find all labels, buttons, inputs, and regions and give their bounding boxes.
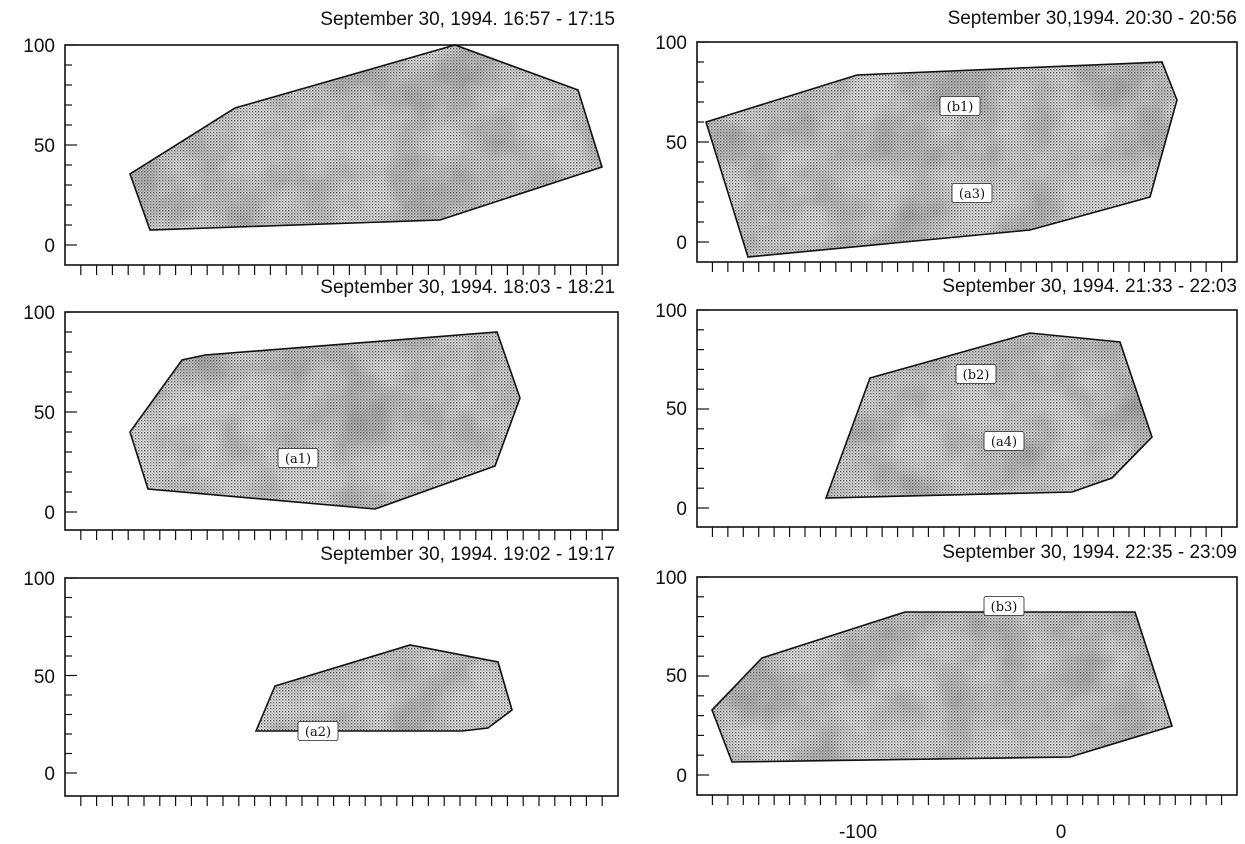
panel-p2: September 30,1994. 20:30 - 20:56 0 50 100 (b… [655,8,1238,272]
coverage-boundary [129,331,521,510]
panels-layer: September 30, 1994. 16:57 - 17:15050100S… [23,8,1238,843]
plot-frame [696,576,1238,796]
y-tick-label: 50 [666,133,687,154]
panel-p1: September 30, 1994. 16:57 - 17:15 0 50 100 [23,9,619,275]
intensity-shading [826,333,1152,498]
plot-frame [64,44,619,266]
panel-title: September 30, 1994. 22:35 - 23:09 [942,542,1237,563]
panel-title: September 30,1994. 20:30 - 20:56 [948,8,1237,29]
panel-title: September 30, 1994. 19:02 - 19:17 [320,544,615,565]
region-label-box [951,183,993,203]
panel-p5: September 30, 1994. 19:02 - 19:17 0 50 100 (… [23,544,619,806]
coverage-boundary [824,332,1153,499]
y-tick-label: 100 [23,569,55,590]
intensity-shading [130,332,520,509]
region-label-box [955,364,997,384]
region-label-box [297,721,339,741]
panel-p4: September 30, 1994. 21:33 - 22:03 0 50 100 (… [655,276,1238,537]
region-label-box [983,596,1025,616]
y-tick-label: 50 [666,399,687,420]
panel-title: September 30, 1994. 18:03 - 18:21 [320,277,615,298]
y-tick-label: 50 [34,667,55,688]
y-tick-label: 50 [34,403,55,424]
region-label: (b2) [963,368,990,383]
coverage-boundary [704,61,1178,258]
plot-frame [696,309,1238,528]
region-label: (a1) [285,452,311,467]
x-tick-label: 0 [1056,822,1067,843]
intensity-shading [706,62,1177,257]
region-label-box [277,448,319,468]
y-tick-label: 100 [655,301,687,322]
region-label-box [939,96,981,116]
y-tick-label: 100 [655,568,687,589]
y-tick-label: 0 [676,766,687,787]
y-tick-label: 0 [44,503,55,524]
y-tick-label: 100 [655,33,687,54]
panel-p3: September 30, 1994. 18:03 - 18:21 0 50 100 (… [23,277,619,540]
plot-frame [64,311,619,531]
plot-frame [696,41,1238,263]
plot-frame [64,577,619,797]
region-label: (b3) [991,600,1018,615]
y-tick-label: 0 [676,499,687,520]
region-label: (a2) [305,725,331,740]
region-label: (a3) [959,187,985,202]
x-tick-label: -100 [839,822,877,843]
panel-title: September 30, 1994. 21:33 - 22:03 [942,276,1237,297]
y-tick-label: 50 [666,666,687,687]
intensity-shading [256,645,512,731]
coverage-boundary [129,44,603,231]
y-tick-label: 0 [44,236,55,257]
coverage-boundary [254,644,513,732]
intensity-shading [130,45,602,230]
y-tick-label: 50 [34,136,55,157]
region-label-box [983,431,1025,451]
intensity-shading [712,612,1172,762]
panel-p6: September 30, 1994. 22:35 - 23:09 0 50 100 -… [655,542,1238,843]
y-tick-label: 0 [676,233,687,254]
region-label: (a4) [991,435,1017,450]
y-tick-label: 100 [23,303,55,324]
panel-title: September 30, 1994. 16:57 - 17:15 [320,9,615,30]
y-tick-label: 100 [23,36,55,57]
region-label: (b1) [947,100,974,115]
y-tick-label: 0 [44,764,55,785]
